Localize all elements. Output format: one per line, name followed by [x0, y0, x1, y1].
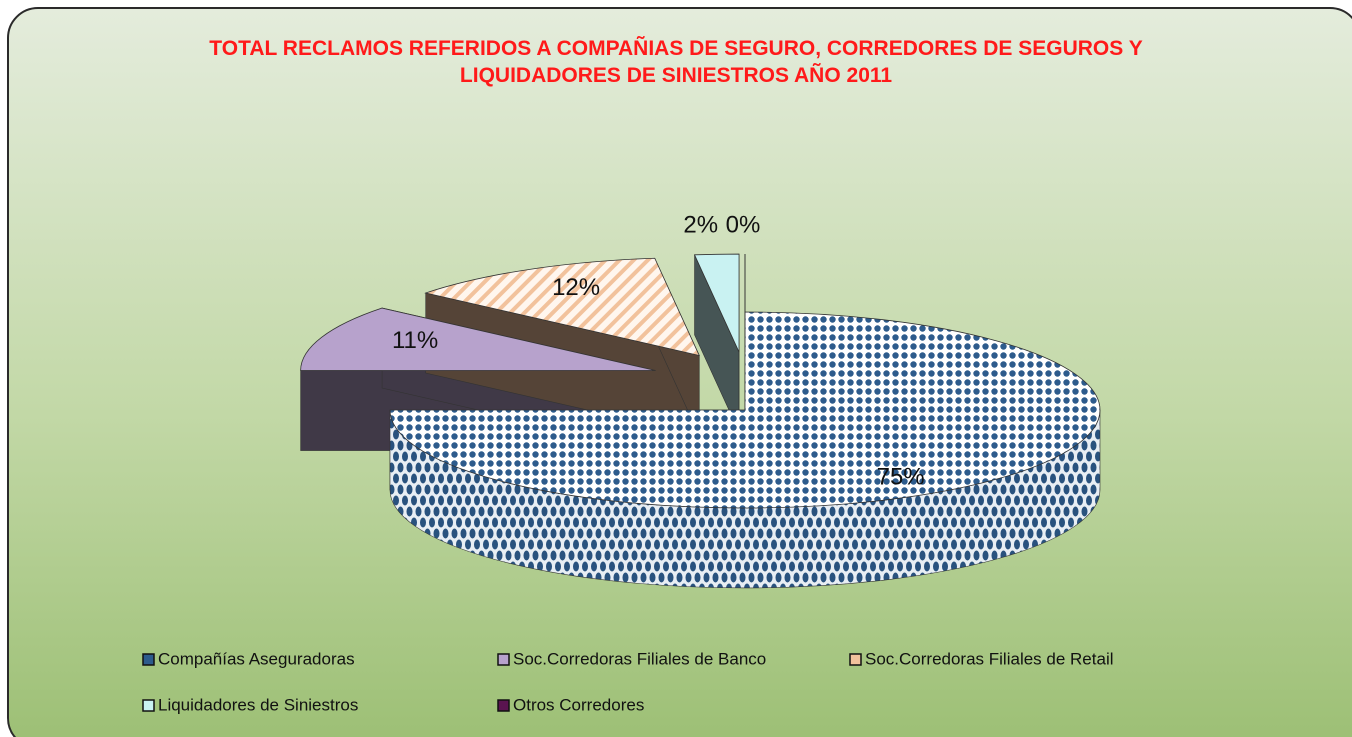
data-label: 12% [552, 274, 600, 301]
legend-label: Soc.Corredoras Filiales de Retail [865, 649, 1114, 668]
data-label: 11% [392, 327, 438, 354]
slice [693, 253, 740, 353]
slice [300, 307, 656, 371]
slice [424, 257, 700, 357]
slice [389, 311, 1101, 509]
legend-swatch [497, 653, 510, 666]
legend-label: Soc.Corredoras Filiales de Banco [513, 649, 766, 668]
legend-label: Compañías Aseguradoras [158, 649, 355, 668]
legend-swatch [849, 653, 862, 666]
legend-label: Otros Corredores [513, 695, 644, 714]
legend-swatch [142, 699, 155, 712]
legend-swatch [497, 699, 510, 712]
data-label: 75% [877, 463, 925, 490]
data-label: 0% [726, 211, 761, 238]
data-label: 2% [683, 212, 718, 239]
legend-swatch [142, 653, 155, 666]
slice-tops [300, 253, 1101, 509]
legend-label: Liquidadores de Siniestros [158, 695, 358, 714]
